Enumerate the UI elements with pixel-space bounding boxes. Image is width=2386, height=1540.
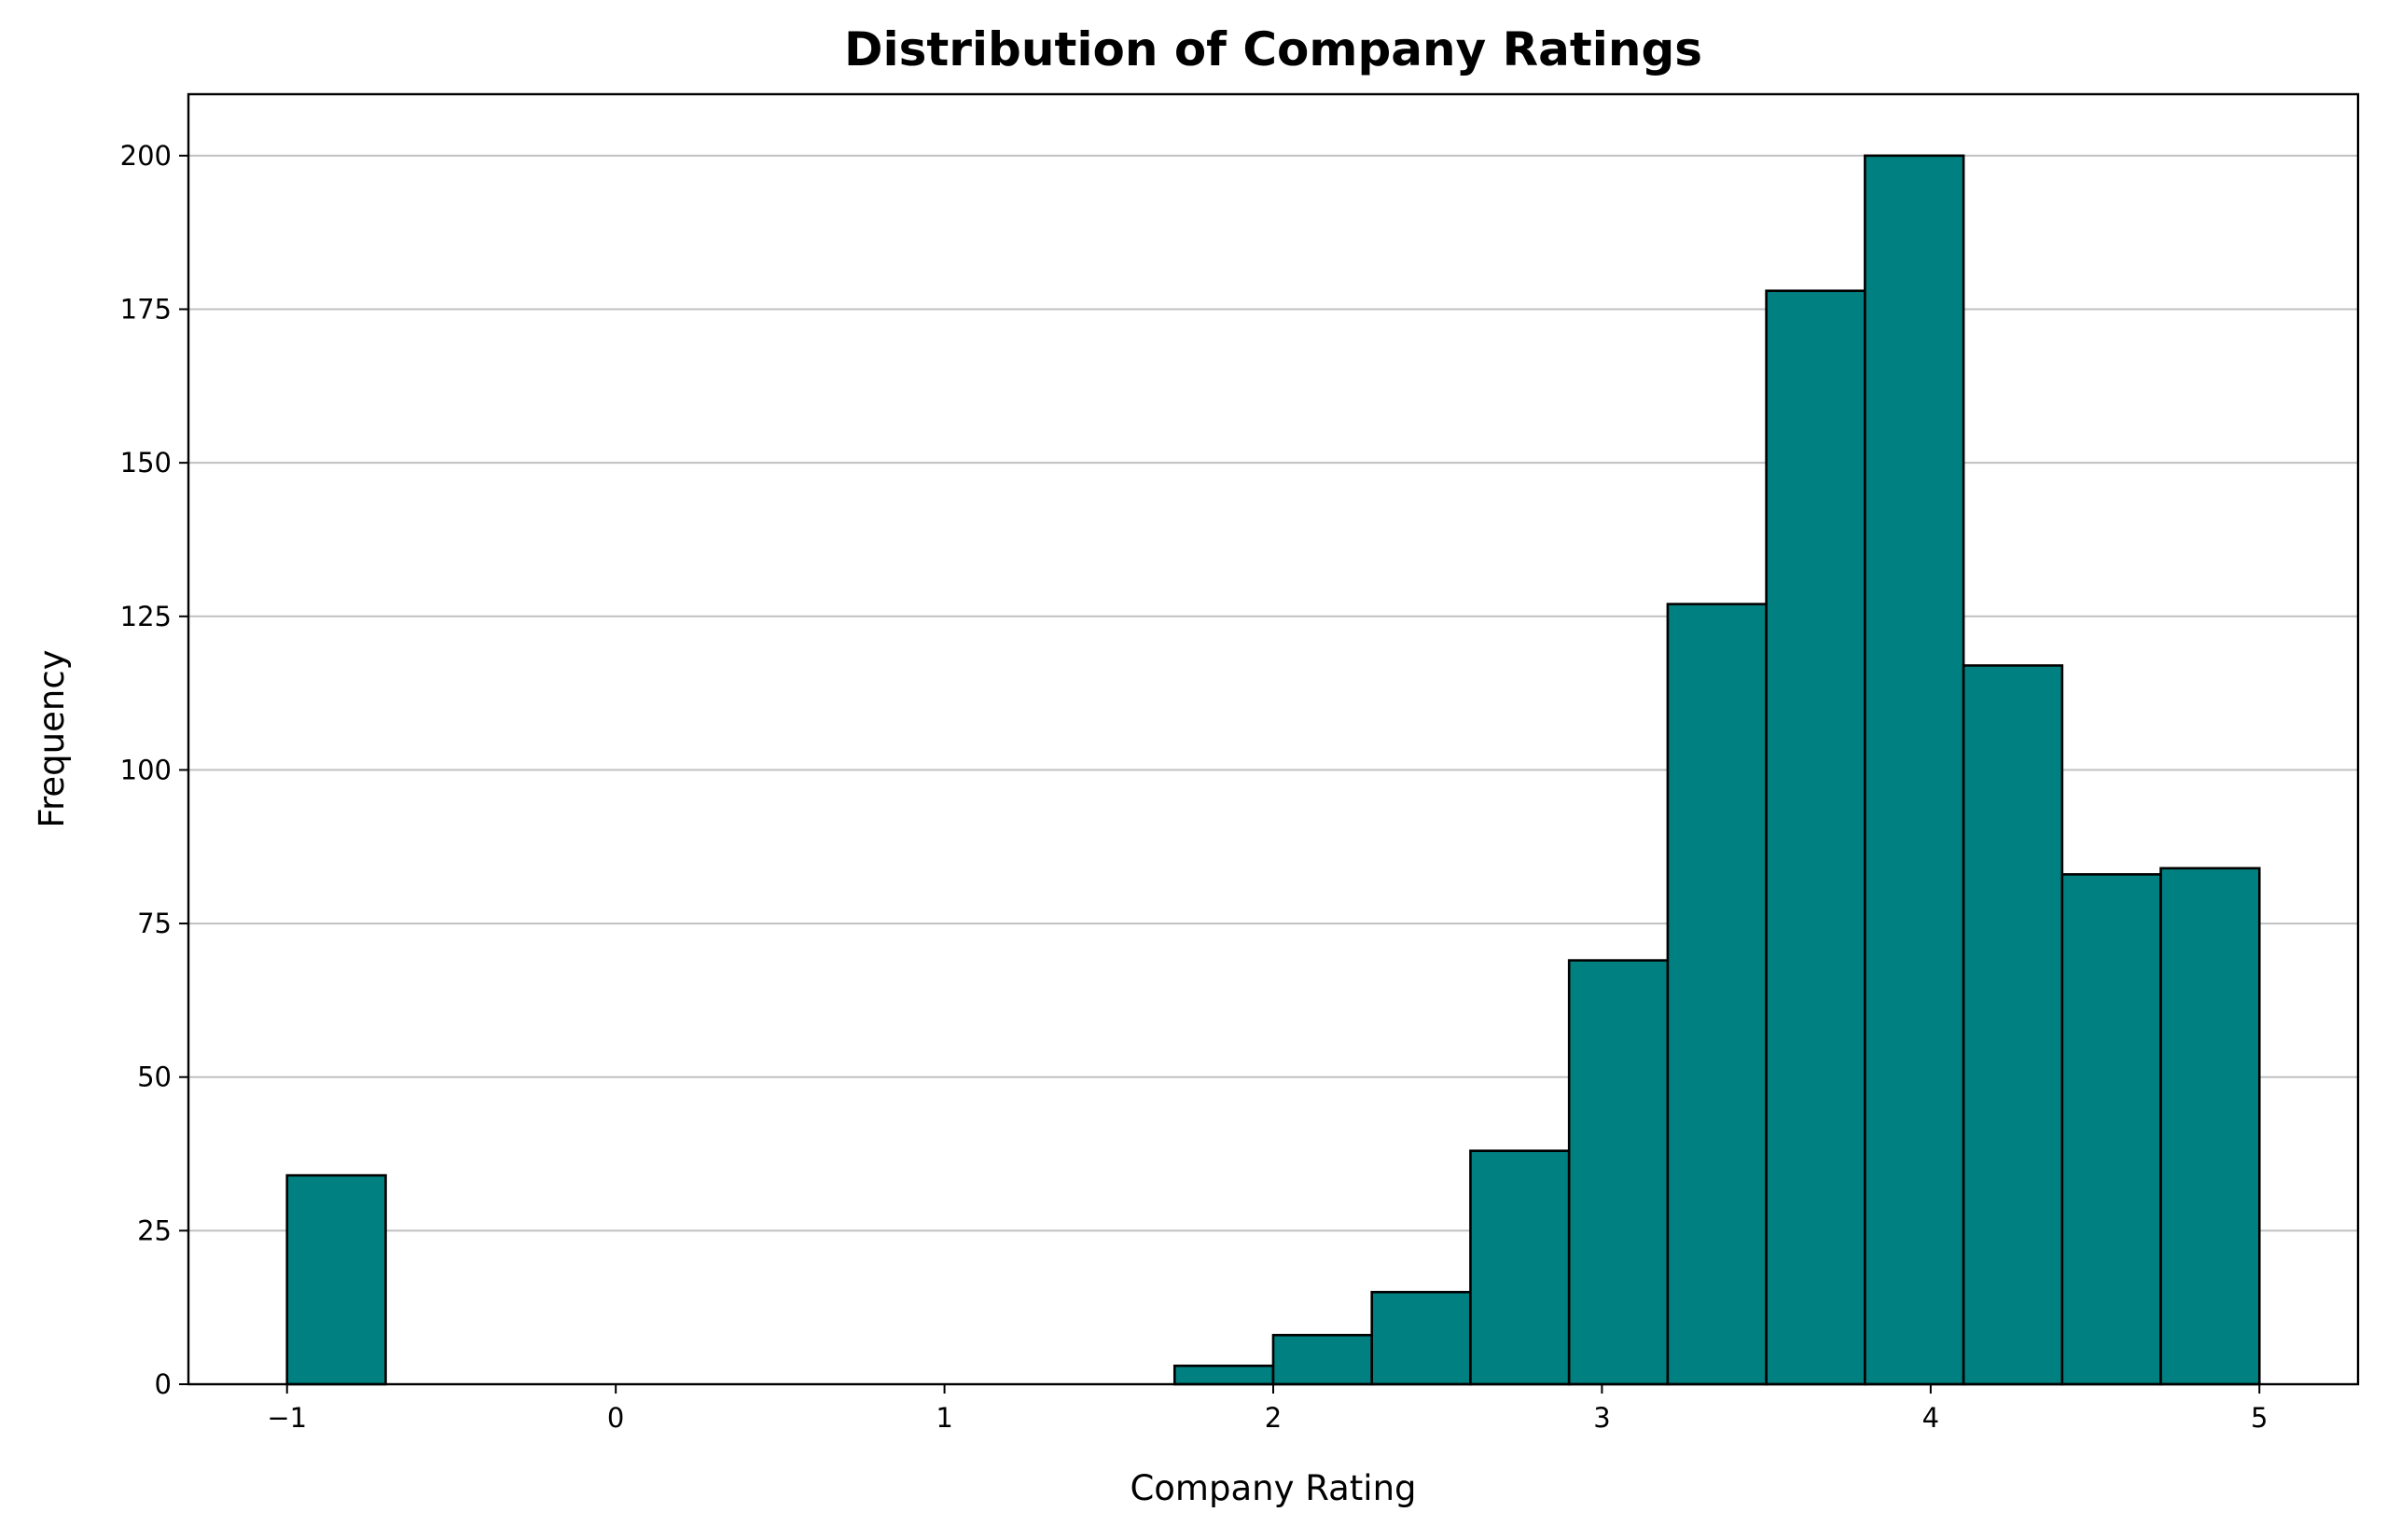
bar <box>1172 1364 1275 1386</box>
x-axis-label: Company Rating <box>1130 1468 1416 1508</box>
bar <box>1765 289 1866 1386</box>
x-tick-label: 2 <box>1265 1402 1282 1434</box>
y-tick-label: 100 <box>120 754 172 785</box>
bar <box>1469 1149 1571 1386</box>
bar <box>1370 1290 1472 1386</box>
x-tick-label: 3 <box>1593 1402 1610 1434</box>
y-tick-label: 150 <box>120 447 172 479</box>
x-tick-label: −1 <box>267 1402 307 1434</box>
bar <box>2159 867 2261 1386</box>
y-tick-label: 200 <box>120 140 172 172</box>
bar <box>2060 873 2162 1386</box>
x-tick-label: 0 <box>607 1402 624 1434</box>
y-axis-label: Frequency <box>32 649 72 827</box>
bar <box>1666 603 1768 1386</box>
y-tick-label: 0 <box>155 1368 172 1400</box>
x-tick-label: 5 <box>2251 1402 2268 1434</box>
y-tick-label: 50 <box>137 1061 172 1093</box>
plot-frame <box>187 92 2360 1386</box>
y-tick-label: 75 <box>137 908 172 939</box>
bar <box>1567 959 1670 1386</box>
bar <box>1864 154 1965 1386</box>
x-tick-label: 4 <box>1922 1402 1939 1434</box>
y-tick-label: 25 <box>137 1214 172 1246</box>
bar <box>285 1173 387 1386</box>
bar <box>1271 1334 1374 1386</box>
chart-title: Distribution of Company Ratings <box>844 22 1702 76</box>
bar <box>1962 664 2064 1386</box>
x-tick-label: 1 <box>936 1402 952 1434</box>
y-tick-label: 125 <box>120 601 172 632</box>
y-tick-label: 175 <box>120 294 172 326</box>
